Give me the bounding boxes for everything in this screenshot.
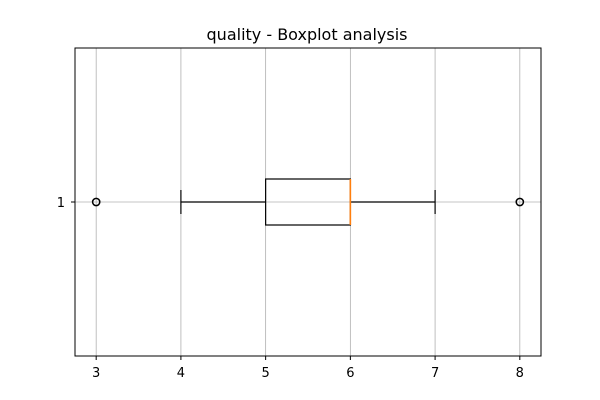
y-tick-label: 1 — [57, 196, 65, 211]
axes: 3 4 5 6 7 8 1 — [57, 196, 524, 381]
outlier-point — [515, 197, 525, 207]
x-tick-label: 4 — [177, 366, 185, 381]
plot-area — [91, 178, 525, 226]
x-tick-label: 5 — [261, 366, 269, 381]
x-tick-label: 3 — [92, 366, 100, 381]
axes-frame — [74, 47, 542, 357]
outlier-point — [91, 197, 101, 207]
x-tick-label: 7 — [431, 366, 439, 381]
x-tick-label: 6 — [346, 366, 354, 381]
chart-title: quality - Boxplot analysis — [207, 25, 408, 44]
grid-lines — [75, 48, 541, 356]
x-tick-label: 8 — [516, 366, 524, 381]
